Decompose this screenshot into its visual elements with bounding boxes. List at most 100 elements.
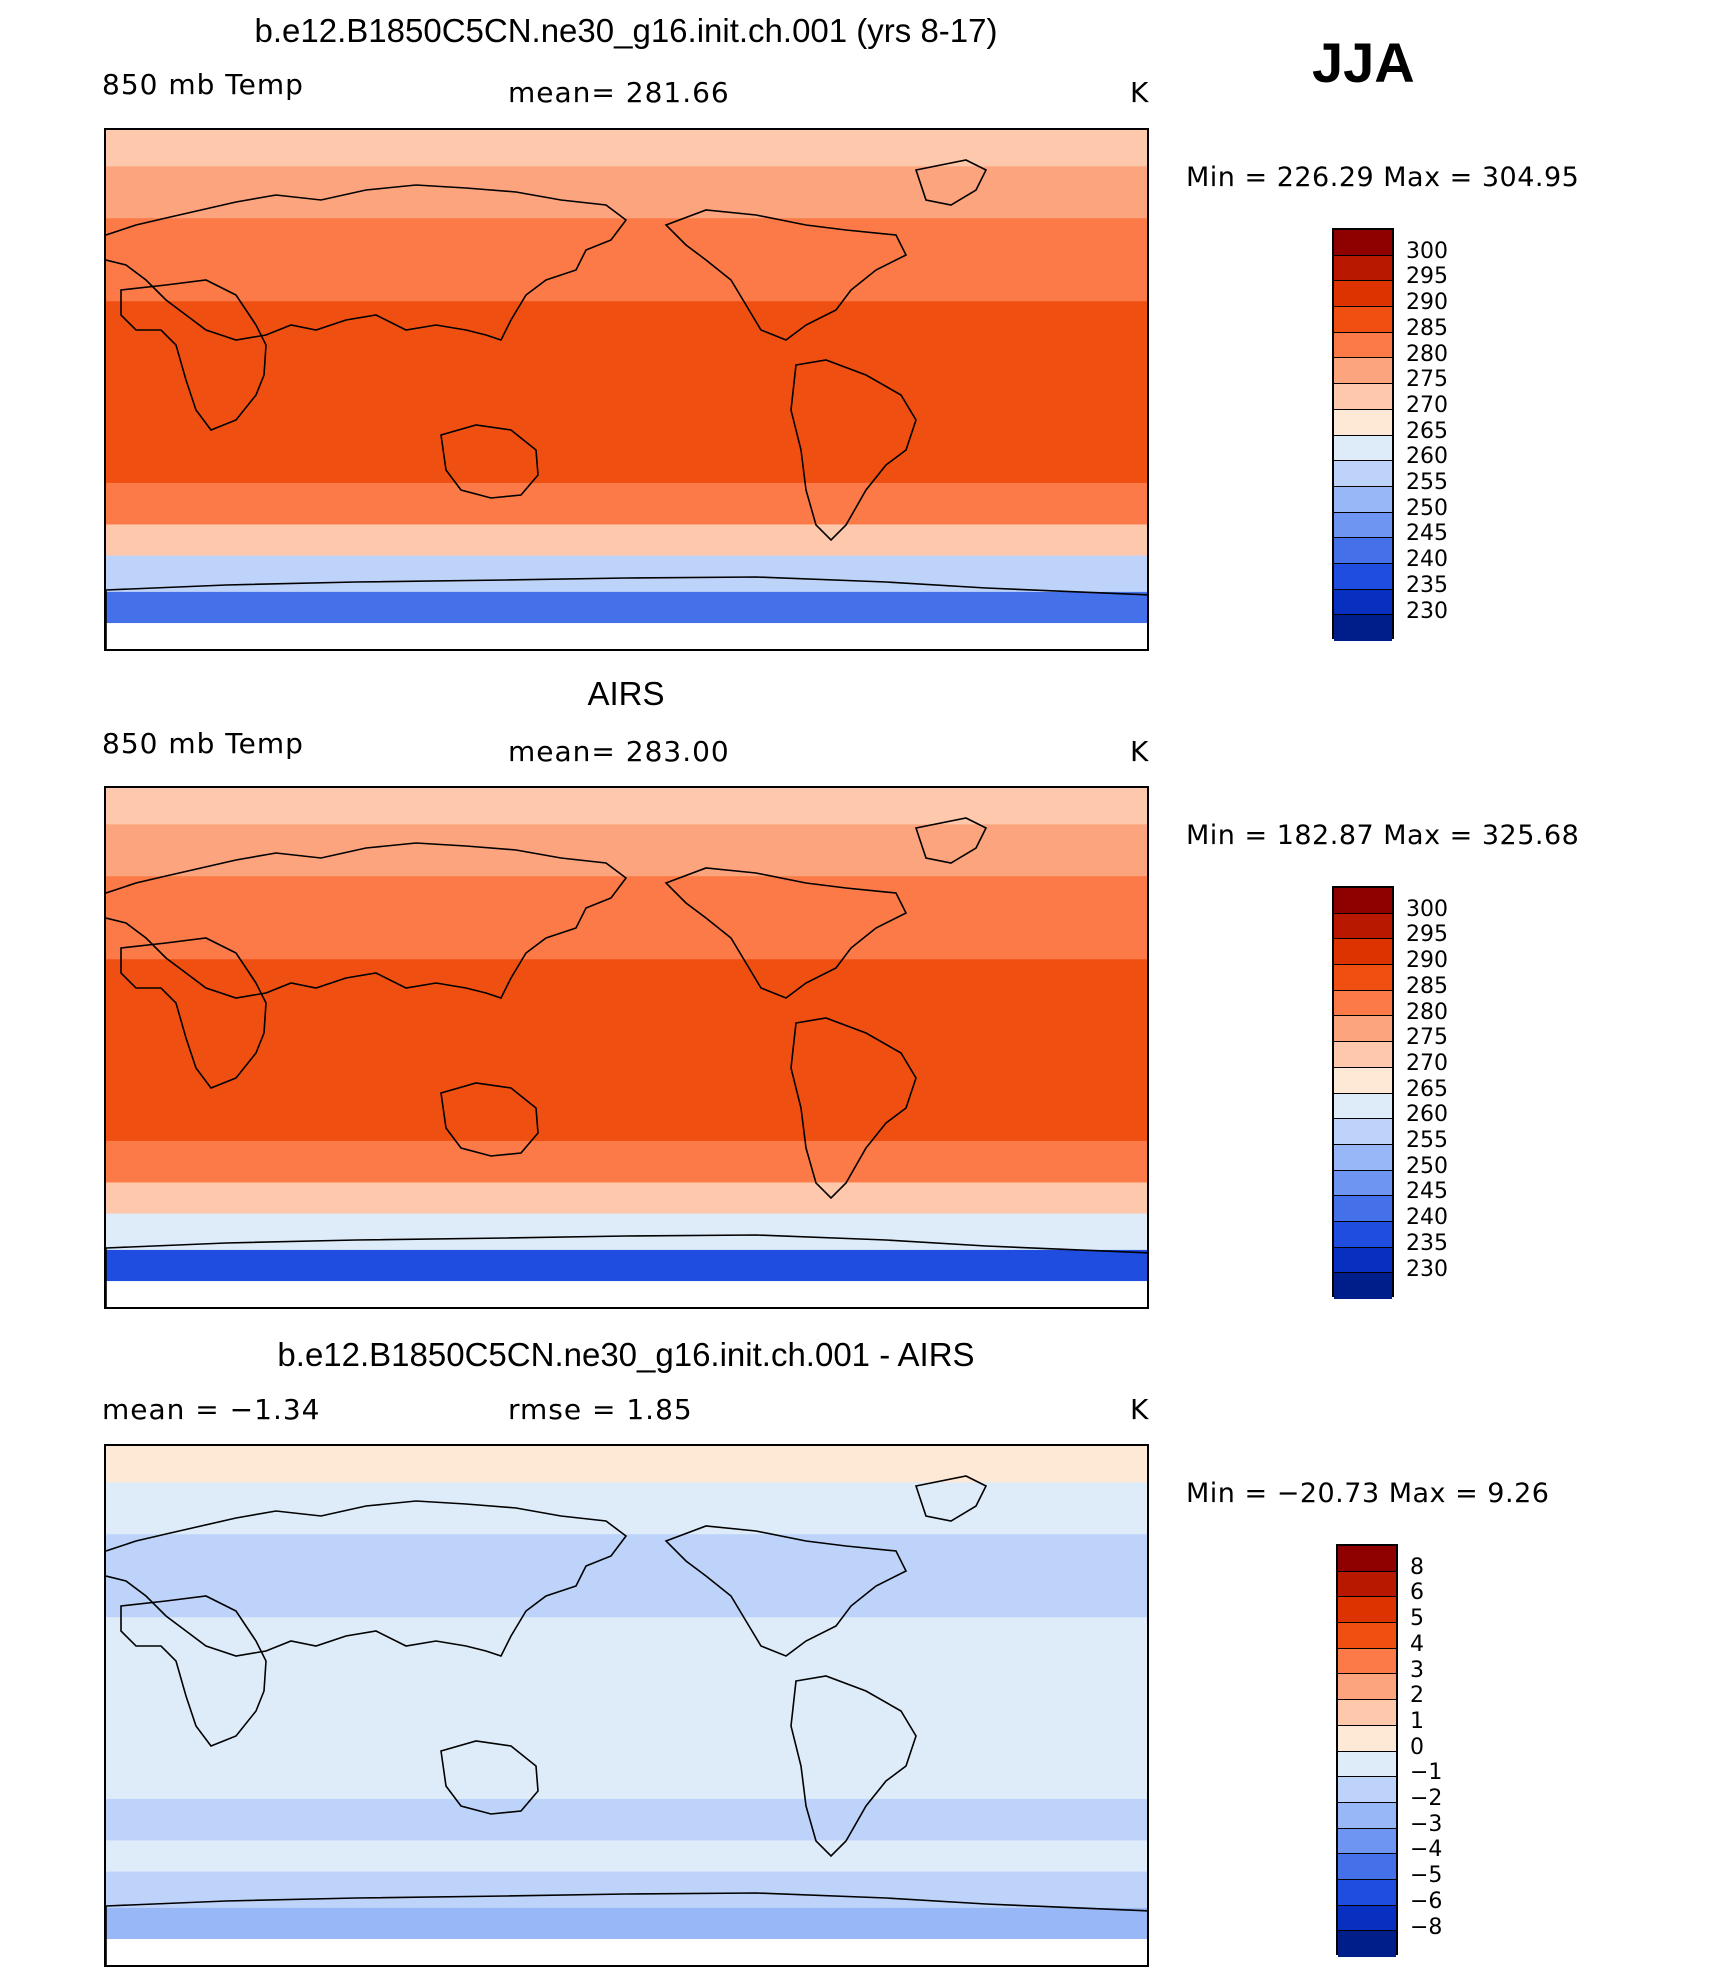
colorbar-swatch: [1338, 1725, 1396, 1752]
panel2-title: AIRS: [587, 675, 665, 712]
colorbar-swatch: [1338, 1623, 1396, 1649]
coastline: [664, 1525, 908, 1657]
colorbar-swatch: [1334, 1144, 1392, 1171]
colorbar-swatch: [1338, 1648, 1396, 1675]
colorbar-tick-label: 6: [1410, 1580, 1424, 1606]
colorbar-swatch: [1334, 255, 1392, 282]
colorbar-tick-label: 2: [1410, 1683, 1424, 1709]
colorbar-swatch: [1334, 615, 1392, 641]
zone-north-high: [106, 166, 1147, 220]
panel1-colorbar: [1332, 228, 1394, 641]
colorbar-swatch: [1334, 1042, 1392, 1068]
colorbar-swatch: [1338, 1931, 1396, 1957]
panel3-min-max: Min = −20.73 Max = 9.26: [1186, 1478, 1550, 1509]
zone-tropics: [106, 1617, 1147, 1800]
colorbar-tick-label: 280: [1406, 341, 1448, 367]
colorbar-tick-label: 285: [1406, 973, 1448, 999]
colorbar-swatch: [1334, 1093, 1392, 1120]
coastline: [106, 576, 1147, 649]
panel3-rmse: rmse = 1.85: [508, 1393, 693, 1426]
colorbar-tick-label: 300: [1406, 896, 1448, 922]
colorbar-swatch: [1334, 1067, 1392, 1094]
colorbar-swatch: [1334, 461, 1392, 487]
colorbar-swatch: [1334, 409, 1392, 436]
coastline: [106, 842, 628, 999]
zone-north-high: [106, 1482, 1147, 1536]
colorbar-tick-label: 265: [1406, 418, 1448, 444]
panel1-min-max: Min = 226.29 Max = 304.95: [1186, 162, 1580, 193]
colorbar-tick-label: 300: [1406, 238, 1448, 264]
colorbar-tick-label: 8: [1410, 1554, 1424, 1580]
colorbar-swatch: [1334, 563, 1392, 590]
colorbar-swatch: [1334, 939, 1392, 966]
colorbar-tick-label: 250: [1406, 495, 1448, 521]
colorbar-tick-label: 230: [1406, 1256, 1448, 1282]
season-label: JJA: [1312, 31, 1415, 94]
coastline: [914, 817, 988, 864]
colorbar-tick-label: 3: [1410, 1657, 1424, 1683]
panel1-title: b.e12.B1850C5CN.ne30_g16.init.ch.001 (yr…: [254, 12, 998, 49]
coastline: [440, 424, 539, 499]
panel3-title: b.e12.B1850C5CN.ne30_g16.init.ch.001 - A…: [277, 1336, 975, 1373]
zone-north-pole: [106, 130, 1147, 168]
zone-tropics: [106, 959, 1147, 1142]
colorbar-tick-label: 245: [1406, 521, 1448, 547]
colorbar-tick-label: 275: [1406, 367, 1448, 393]
zone-north-pole: [106, 1446, 1147, 1484]
panel1-variable: 850 mb Temp: [102, 68, 304, 101]
colorbar-swatch: [1334, 435, 1392, 462]
colorbar-swatch: [1338, 1751, 1396, 1778]
zone-south-mid: [106, 482, 1147, 526]
panel2-mean: mean= 283.00: [508, 735, 730, 768]
antarctica-missing: [106, 1939, 1147, 1965]
colorbar-swatch: [1334, 1247, 1392, 1274]
colorbar-tick-label: 240: [1406, 547, 1448, 573]
colorbar-tick-label: 0: [1410, 1734, 1424, 1760]
colorbar-tick-label: 295: [1406, 922, 1448, 948]
zone-antarctic-coast: [106, 1249, 1147, 1283]
colorbar-swatch: [1334, 358, 1392, 385]
colorbar-tick-label: −4: [1410, 1837, 1443, 1863]
coastline: [790, 359, 917, 542]
panel2-colorbar: [1332, 886, 1394, 1299]
colorbar-swatch: [1338, 1828, 1396, 1855]
panel3-map: [104, 1444, 1149, 1967]
coastline: [914, 159, 988, 206]
panel2-map: [104, 786, 1149, 1309]
panel2-variable: 850 mb Temp: [102, 727, 304, 760]
colorbar-tick-label: 235: [1406, 572, 1448, 598]
colorbar-swatch: [1338, 1571, 1396, 1598]
zone-south-mid: [106, 1798, 1147, 1842]
zone-north-mid: [106, 876, 1147, 961]
colorbar-tick-label: 260: [1406, 444, 1448, 470]
colorbar-swatch: [1338, 1546, 1396, 1572]
coastline: [106, 1234, 1147, 1307]
zone-south-high: [106, 1213, 1147, 1251]
colorbar-tick-label: 245: [1406, 1179, 1448, 1205]
colorbar-tick-label: −2: [1410, 1786, 1443, 1811]
colorbar-swatch: [1334, 1016, 1392, 1043]
panel2-min-max: Min = 182.87 Max = 325.68: [1186, 820, 1580, 851]
colorbar-tick-label: −8: [1410, 1914, 1443, 1940]
coastline: [790, 1017, 917, 1200]
colorbar-swatch: [1334, 913, 1392, 940]
colorbar-tick-label: 290: [1406, 948, 1448, 974]
colorbar-tick-label: 4: [1410, 1631, 1424, 1657]
panel2-units: K: [1130, 735, 1150, 768]
panel3-units: K: [1130, 1393, 1150, 1426]
colorbar-swatch: [1334, 307, 1392, 333]
colorbar-swatch: [1334, 1170, 1392, 1197]
panel1-mean: mean= 281.66: [508, 76, 730, 109]
colorbar-tick-label: 260: [1406, 1102, 1448, 1128]
zone-south-high: [106, 1871, 1147, 1909]
coastline: [440, 1082, 539, 1157]
colorbar-swatch: [1334, 965, 1392, 991]
coastline: [790, 1675, 917, 1858]
panel3-mean: mean = −1.34: [102, 1393, 321, 1426]
colorbar-swatch: [1338, 1597, 1396, 1624]
zone-north-pole: [106, 788, 1147, 826]
zone-tropics: [106, 301, 1147, 484]
colorbar-swatch: [1338, 1879, 1396, 1906]
zone-antarctic-coast: [106, 591, 1147, 625]
zone-south-sub: [106, 1182, 1147, 1215]
